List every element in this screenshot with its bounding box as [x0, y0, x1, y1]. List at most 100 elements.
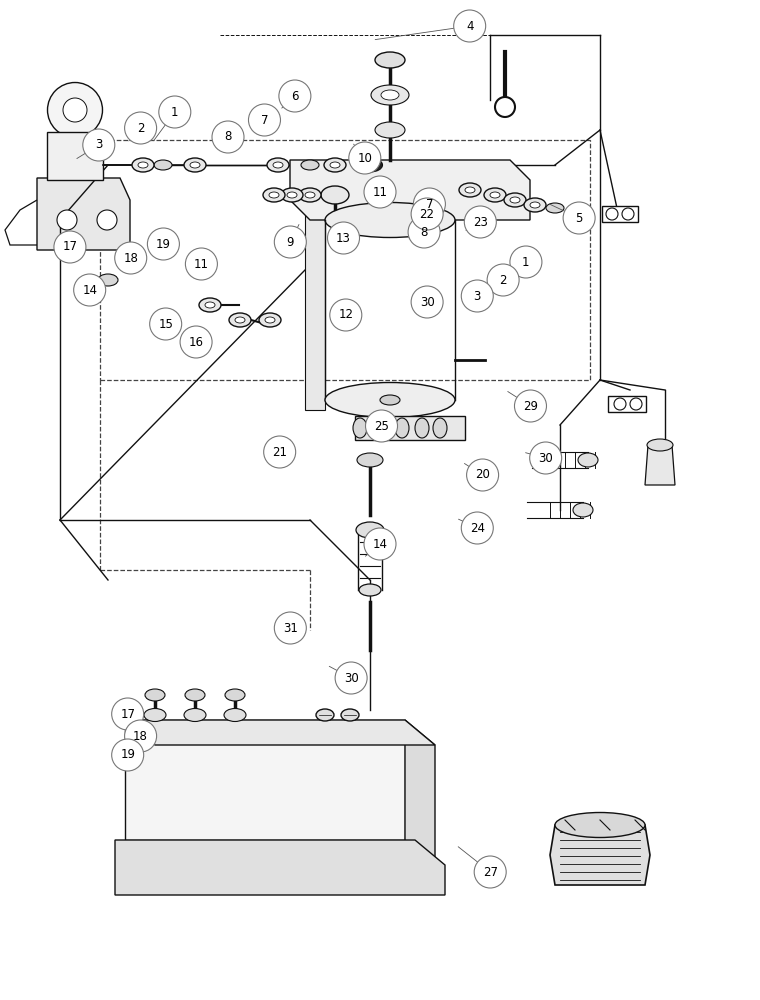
Text: 18: 18 [133, 730, 148, 742]
Ellipse shape [341, 709, 359, 721]
Ellipse shape [371, 85, 409, 105]
Ellipse shape [287, 192, 297, 198]
Text: 19: 19 [120, 748, 135, 762]
Text: 15: 15 [158, 318, 173, 330]
Ellipse shape [573, 503, 593, 517]
Circle shape [330, 299, 362, 331]
Ellipse shape [321, 186, 349, 204]
Ellipse shape [555, 812, 645, 838]
Circle shape [185, 248, 217, 280]
Ellipse shape [324, 158, 346, 172]
Ellipse shape [578, 453, 598, 467]
Text: 7: 7 [261, 113, 268, 126]
Ellipse shape [490, 192, 500, 198]
Circle shape [530, 442, 562, 474]
Ellipse shape [299, 188, 321, 202]
Ellipse shape [273, 162, 283, 168]
Ellipse shape [356, 522, 384, 538]
Ellipse shape [184, 708, 206, 722]
Ellipse shape [465, 187, 475, 193]
Circle shape [464, 206, 496, 238]
Text: 29: 29 [523, 399, 538, 412]
Ellipse shape [647, 439, 673, 451]
Ellipse shape [459, 183, 481, 197]
Circle shape [630, 398, 642, 410]
Text: 19: 19 [156, 237, 171, 250]
Circle shape [159, 96, 191, 128]
Circle shape [279, 80, 311, 112]
Circle shape [454, 10, 486, 42]
Text: 3: 3 [473, 290, 481, 302]
Polygon shape [125, 720, 435, 745]
Circle shape [274, 226, 306, 258]
Text: 14: 14 [82, 284, 97, 296]
Bar [602, 206, 638, 222]
Text: 2: 2 [137, 121, 144, 134]
Polygon shape [290, 160, 530, 220]
Polygon shape [115, 840, 445, 895]
Circle shape [364, 528, 396, 560]
Ellipse shape [205, 302, 215, 308]
Circle shape [349, 142, 381, 174]
Ellipse shape [380, 395, 400, 405]
Text: 1: 1 [171, 105, 179, 118]
Text: 6: 6 [291, 90, 299, 103]
Ellipse shape [98, 274, 118, 286]
Bar [355, 416, 465, 440]
Ellipse shape [185, 689, 205, 701]
Text: 7: 7 [426, 198, 433, 211]
Ellipse shape [325, 382, 455, 418]
Ellipse shape [267, 158, 289, 172]
Bar [100, 140, 590, 380]
Circle shape [411, 198, 443, 230]
Text: 11: 11 [194, 257, 209, 270]
Ellipse shape [395, 418, 409, 438]
Text: 21: 21 [272, 446, 287, 458]
Circle shape [335, 662, 367, 694]
Text: 30: 30 [538, 452, 553, 464]
Circle shape [467, 459, 499, 491]
Text: 17: 17 [120, 708, 135, 720]
Circle shape [57, 210, 77, 230]
Ellipse shape [381, 90, 399, 100]
Bar [608, 396, 646, 412]
Circle shape [83, 129, 115, 161]
Text: 17: 17 [62, 240, 78, 253]
Ellipse shape [269, 192, 279, 198]
Polygon shape [125, 720, 405, 840]
Text: 23: 23 [473, 216, 488, 229]
Text: 4: 4 [466, 19, 473, 32]
Circle shape [413, 188, 445, 220]
Ellipse shape [281, 188, 303, 202]
Circle shape [74, 274, 106, 306]
Ellipse shape [504, 193, 526, 207]
Text: 1: 1 [522, 255, 530, 268]
Ellipse shape [325, 202, 455, 237]
Text: 25: 25 [374, 420, 389, 432]
Circle shape [364, 176, 396, 208]
Text: 31: 31 [283, 621, 298, 635]
Ellipse shape [184, 158, 206, 172]
Ellipse shape [229, 313, 251, 327]
Ellipse shape [132, 158, 154, 172]
Ellipse shape [530, 202, 540, 208]
Text: 8: 8 [420, 226, 428, 238]
Ellipse shape [259, 313, 281, 327]
Circle shape [328, 222, 359, 254]
Circle shape [150, 308, 182, 340]
Ellipse shape [375, 418, 389, 438]
Circle shape [563, 202, 595, 234]
Ellipse shape [235, 317, 245, 323]
Circle shape [487, 264, 519, 296]
Circle shape [264, 436, 296, 468]
Ellipse shape [330, 162, 340, 168]
Ellipse shape [190, 162, 200, 168]
Text: 24: 24 [470, 522, 485, 534]
Ellipse shape [265, 317, 275, 323]
Circle shape [495, 97, 515, 117]
Ellipse shape [375, 52, 405, 68]
Ellipse shape [484, 188, 506, 202]
Circle shape [112, 739, 144, 771]
Ellipse shape [145, 689, 165, 701]
Circle shape [510, 246, 542, 278]
